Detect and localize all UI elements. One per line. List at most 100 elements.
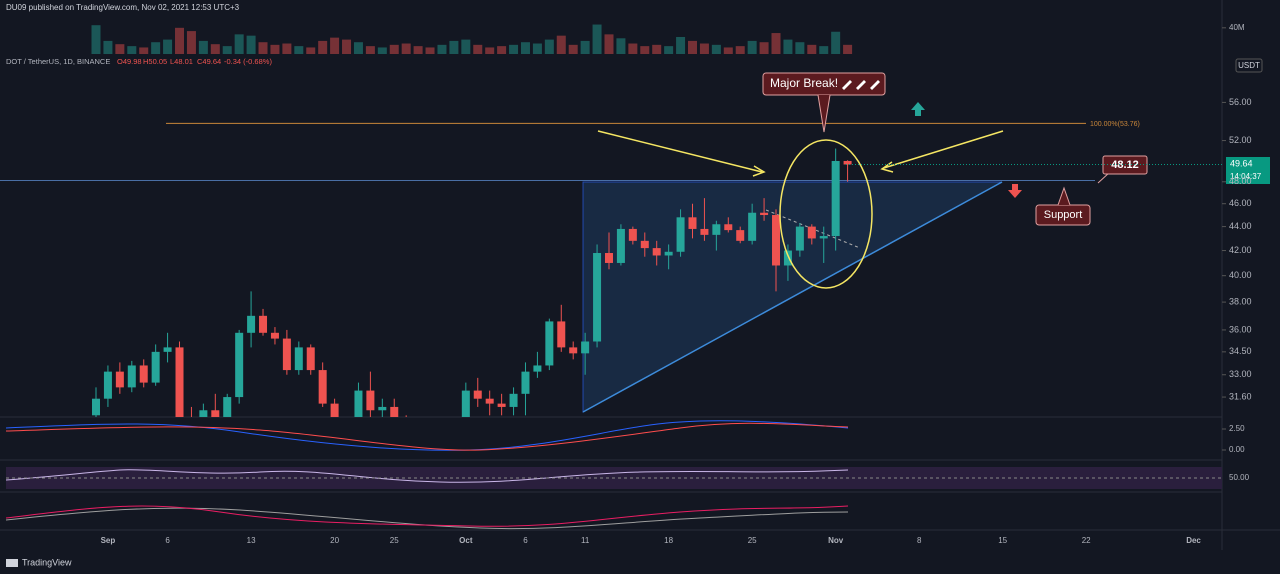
candle-body [748, 212, 757, 241]
volume-bar [580, 40, 590, 54]
brand-logo [6, 559, 18, 567]
volume-bar [688, 40, 697, 54]
volume-bar [449, 40, 459, 54]
volume-bar [115, 44, 125, 54]
currency-box [1235, 58, 1263, 73]
y-tick-label: 44.00 [1229, 221, 1252, 231]
x-tick-label: 25 [390, 536, 399, 545]
candle-body [306, 347, 315, 371]
volume-bar [664, 46, 674, 54]
callout-pointer [817, 94, 831, 133]
y-tick-label: 42.00 [1229, 245, 1252, 255]
volume-bar [282, 43, 292, 54]
arrowhead [752, 165, 766, 177]
candle-body [366, 390, 375, 411]
candle-body [640, 240, 649, 249]
volume-bar [175, 27, 185, 54]
volume-bar [759, 42, 769, 54]
published-note: DU09 published on TradingView.com, Nov 0… [6, 3, 240, 12]
arrow [597, 130, 763, 173]
candle-body [664, 251, 673, 256]
candle-body [760, 212, 769, 216]
x-tick-label: 11 [581, 536, 590, 545]
rsi-line [5, 469, 849, 483]
candle-body [199, 410, 208, 417]
trendline [582, 181, 1003, 413]
volume-bar [163, 39, 173, 54]
candle-body [115, 371, 124, 388]
x-tick-label: 6 [523, 536, 528, 545]
volume-bar [771, 33, 781, 54]
volume-bar [401, 43, 411, 54]
volume-bar [91, 25, 101, 54]
candle-body [545, 321, 554, 366]
volume-bar [139, 47, 149, 54]
candle-body [736, 230, 745, 241]
volume-bar [437, 44, 447, 54]
candle-body [127, 365, 136, 388]
candle-body [354, 390, 363, 417]
ohlc-high: H50.05 [143, 57, 167, 66]
fib-label: 100.00%(53.76) [1090, 121, 1140, 128]
ohlc-close: C49.64 [197, 57, 221, 66]
volume-bar [544, 39, 554, 54]
volume-bar [306, 47, 316, 54]
candle-body [604, 253, 613, 263]
volume-bar [246, 35, 256, 54]
last-price-label: 49.64 [1230, 158, 1253, 168]
volume-bar [210, 44, 220, 54]
candle-body [92, 398, 100, 416]
volume-bar [628, 43, 638, 54]
volume-bar [747, 40, 757, 54]
indicator-line [5, 507, 849, 530]
candle-body [593, 253, 602, 342]
volume-bar [640, 46, 650, 54]
candle-body [282, 338, 291, 371]
candle-body [223, 397, 232, 417]
volume-bar [270, 44, 280, 54]
volume-bar [711, 44, 721, 54]
volume-bar [461, 39, 471, 54]
support-text: Support [1044, 209, 1083, 221]
y-tick-label: 48.00 [1229, 176, 1252, 186]
volume-bar [532, 43, 542, 54]
down-arrow [1008, 184, 1022, 198]
y-tick-label: 52.00 [1229, 135, 1252, 145]
volume-bar [353, 42, 363, 54]
y-tick-label: 33.00 [1229, 369, 1252, 379]
volume-tick-label: 40M [1229, 23, 1245, 32]
volume-bar [151, 42, 161, 54]
x-tick-label: 20 [330, 536, 339, 545]
volume-bar [473, 44, 483, 54]
volume-bar [377, 47, 387, 54]
candle-body [247, 315, 256, 333]
y-tick-label: 46.00 [1229, 198, 1252, 208]
macd-tick-label: 0.00 [1229, 445, 1245, 454]
volume-bar [783, 39, 793, 54]
volume-bar [342, 39, 352, 54]
signal-line [5, 422, 849, 451]
last-price-box [1226, 157, 1270, 184]
candle-body [652, 248, 661, 256]
candle-body [724, 224, 733, 231]
volume-bar [735, 46, 745, 54]
candle-body [688, 217, 697, 229]
candle-body [294, 347, 303, 371]
x-tick-label: 18 [664, 536, 673, 545]
candle-body [151, 351, 160, 383]
volume-bar [795, 42, 805, 54]
candle-body [616, 228, 625, 263]
rocket-icons [842, 80, 880, 90]
support-level-box [1102, 155, 1148, 175]
volume-bar [258, 42, 268, 54]
volume-bar [843, 44, 853, 54]
price-pane [0, 122, 1095, 417]
y-tick-label: 36.00 [1229, 324, 1252, 334]
currency-label: USDT [1238, 61, 1260, 70]
arrow [883, 130, 1004, 169]
x-tick-label: Nov [828, 536, 844, 545]
volume-bar [198, 40, 208, 54]
ohlc-open: O49.98 [117, 57, 142, 66]
ohlc-low: L48.01 [170, 57, 193, 66]
